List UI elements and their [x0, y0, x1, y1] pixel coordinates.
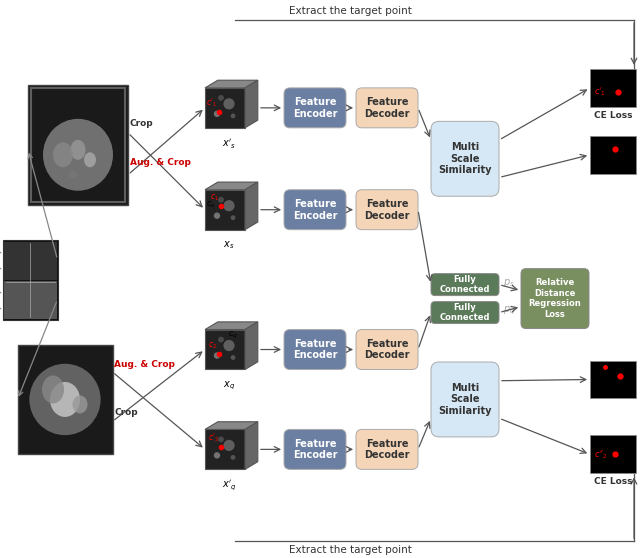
Bar	[205, 330, 245, 369]
Text: Multi
Scale
Similarity: Multi Scale Similarity	[438, 383, 492, 416]
Circle shape	[223, 98, 235, 109]
Polygon shape	[245, 80, 258, 128]
Circle shape	[230, 455, 236, 460]
Text: $c'_2$: $c'_2$	[208, 432, 219, 444]
FancyBboxPatch shape	[356, 430, 418, 469]
Circle shape	[218, 336, 224, 343]
Text: $x_q$: $x_q$	[223, 379, 235, 392]
Bar	[205, 190, 245, 230]
Bar	[31, 88, 125, 202]
Circle shape	[218, 95, 224, 101]
Text: Crop: Crop	[130, 119, 154, 128]
Polygon shape	[205, 422, 258, 430]
Text: $c_2$: $c_2$	[208, 340, 217, 350]
Ellipse shape	[50, 382, 80, 417]
Circle shape	[223, 440, 235, 451]
Text: Feature
Encoder: Feature Encoder	[292, 439, 337, 460]
Text: Feature
Encoder: Feature Encoder	[292, 339, 337, 360]
Text: $p_s$: $p_s$	[503, 277, 515, 288]
Text: Feature
Encoder: Feature Encoder	[292, 97, 337, 119]
Circle shape	[230, 355, 236, 360]
FancyBboxPatch shape	[284, 88, 346, 128]
Polygon shape	[205, 322, 258, 330]
Bar	[3, 242, 56, 280]
Ellipse shape	[53, 142, 73, 167]
Bar	[590, 435, 636, 473]
Circle shape	[230, 215, 236, 220]
Text: Crop: Crop	[115, 408, 138, 417]
Text: $c'_1$: $c'_1$	[205, 97, 217, 109]
Ellipse shape	[84, 152, 96, 167]
Text: $c''_2$: $c''_2$	[594, 448, 608, 461]
Text: $x'_s$: $x'_s$	[222, 138, 236, 151]
Text: Multi
Scale
Similarity: Multi Scale Similarity	[438, 142, 492, 175]
Circle shape	[214, 452, 220, 459]
Circle shape	[230, 113, 236, 118]
Text: Feature
Encoder: Feature Encoder	[292, 199, 337, 220]
FancyBboxPatch shape	[284, 330, 346, 369]
Text: Feature
Decoder: Feature Decoder	[364, 97, 410, 119]
Ellipse shape	[43, 119, 113, 191]
Text: $c_s$: $c_s$	[206, 199, 216, 210]
Text: Feature
Decoder: Feature Decoder	[364, 439, 410, 460]
Text: Fully
Connected: Fully Connected	[440, 275, 490, 294]
Bar	[205, 430, 245, 469]
FancyBboxPatch shape	[431, 362, 499, 437]
Text: $c_1$: $c_1$	[210, 192, 219, 203]
Text: Aug. & Crop: Aug. & Crop	[115, 360, 175, 369]
Bar	[3, 240, 58, 320]
Polygon shape	[245, 322, 258, 369]
FancyBboxPatch shape	[431, 121, 499, 196]
Ellipse shape	[72, 396, 88, 413]
Ellipse shape	[69, 171, 77, 179]
Text: $p_q$: $p_q$	[503, 304, 515, 317]
Text: Feature
Decoder: Feature Decoder	[364, 199, 410, 220]
Bar	[590, 136, 636, 174]
Bar	[205, 88, 245, 128]
Text: $x'_q$: $x'_q$	[221, 479, 236, 493]
Ellipse shape	[29, 364, 100, 435]
Polygon shape	[205, 80, 258, 88]
Text: CE Loss: CE Loss	[594, 111, 632, 120]
Bar	[3, 281, 56, 319]
Polygon shape	[245, 422, 258, 469]
Circle shape	[214, 352, 220, 359]
Circle shape	[218, 436, 224, 442]
Bar	[17, 344, 113, 454]
Ellipse shape	[70, 140, 86, 160]
Text: $c_q$: $c_q$	[228, 330, 238, 341]
Circle shape	[214, 213, 220, 219]
FancyBboxPatch shape	[356, 190, 418, 230]
FancyBboxPatch shape	[431, 273, 499, 296]
Bar	[590, 360, 636, 398]
Text: Extract the target point: Extract the target point	[289, 545, 412, 555]
FancyBboxPatch shape	[431, 301, 499, 324]
FancyBboxPatch shape	[356, 88, 418, 128]
Polygon shape	[205, 182, 258, 190]
Circle shape	[214, 110, 220, 117]
Text: Aug. & Crop: Aug. & Crop	[130, 158, 191, 167]
Text: $c'_1$: $c'_1$	[594, 85, 606, 98]
Circle shape	[223, 200, 235, 211]
Text: Feature
Decoder: Feature Decoder	[364, 339, 410, 360]
Bar	[28, 85, 128, 205]
Ellipse shape	[42, 376, 64, 403]
Circle shape	[218, 197, 224, 203]
FancyBboxPatch shape	[284, 430, 346, 469]
Text: $x_s$: $x_s$	[223, 240, 235, 252]
FancyBboxPatch shape	[356, 330, 418, 369]
Text: Fully
Connected: Fully Connected	[440, 303, 490, 323]
Text: CE Loss: CE Loss	[594, 477, 632, 487]
Circle shape	[223, 340, 235, 351]
Polygon shape	[245, 182, 258, 230]
FancyBboxPatch shape	[284, 190, 346, 230]
FancyBboxPatch shape	[521, 268, 589, 329]
Text: Relative
Distance
Regression
Loss: Relative Distance Regression Loss	[529, 278, 581, 319]
Text: Extract the target point: Extract the target point	[289, 6, 412, 16]
Bar	[590, 69, 636, 107]
